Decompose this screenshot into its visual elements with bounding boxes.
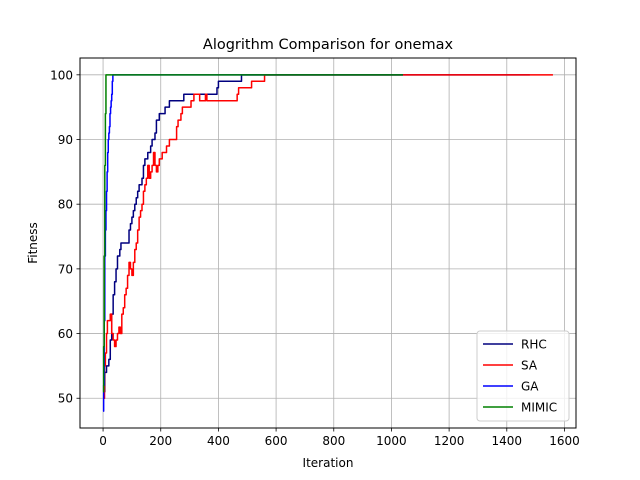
y-axis-label: Fitness [26, 222, 40, 264]
x-tick-label: 600 [265, 434, 288, 448]
x-axis-label: Iteration [303, 456, 354, 470]
legend-box [476, 330, 570, 422]
x-axis: 0 200 400 600 800 1000 1200 1400 1600 [99, 428, 580, 448]
y-tick-label: 90 [58, 133, 73, 147]
y-tick-label: 60 [58, 327, 73, 341]
legend-label-sa: SA [521, 359, 538, 373]
y-tick-label: 70 [58, 262, 73, 276]
y-tick-label: 80 [58, 198, 73, 212]
legend-label-rhc: RHC [521, 338, 547, 352]
legend: RHC SA GA MIMIC [476, 330, 570, 422]
x-tick-label: 0 [99, 434, 107, 448]
series-line-rhc [103, 74, 530, 399]
y-tick-label: 50 [58, 392, 73, 406]
legend-label-ga: GA [521, 380, 539, 394]
chart-title: Alogrithm Comparison for onemax [203, 37, 454, 53]
x-tick-label: 1600 [549, 434, 580, 448]
x-tick-label: 800 [322, 434, 345, 448]
series-line-mimic [102, 74, 403, 393]
series-line-sa [103, 74, 553, 399]
x-tick-label: 400 [207, 434, 230, 448]
x-tick-label: 1400 [492, 434, 523, 448]
series-lines [102, 74, 553, 412]
x-tick-label: 1200 [434, 434, 465, 448]
y-tick-label: 100 [50, 68, 73, 82]
x-tick-label: 1000 [376, 434, 407, 448]
plot-frame [79, 57, 577, 429]
legend-label-mimic: MIMIC [521, 401, 557, 415]
y-axis: 50 60 70 80 90 100 [50, 68, 80, 406]
x-tick-label: 200 [149, 434, 172, 448]
